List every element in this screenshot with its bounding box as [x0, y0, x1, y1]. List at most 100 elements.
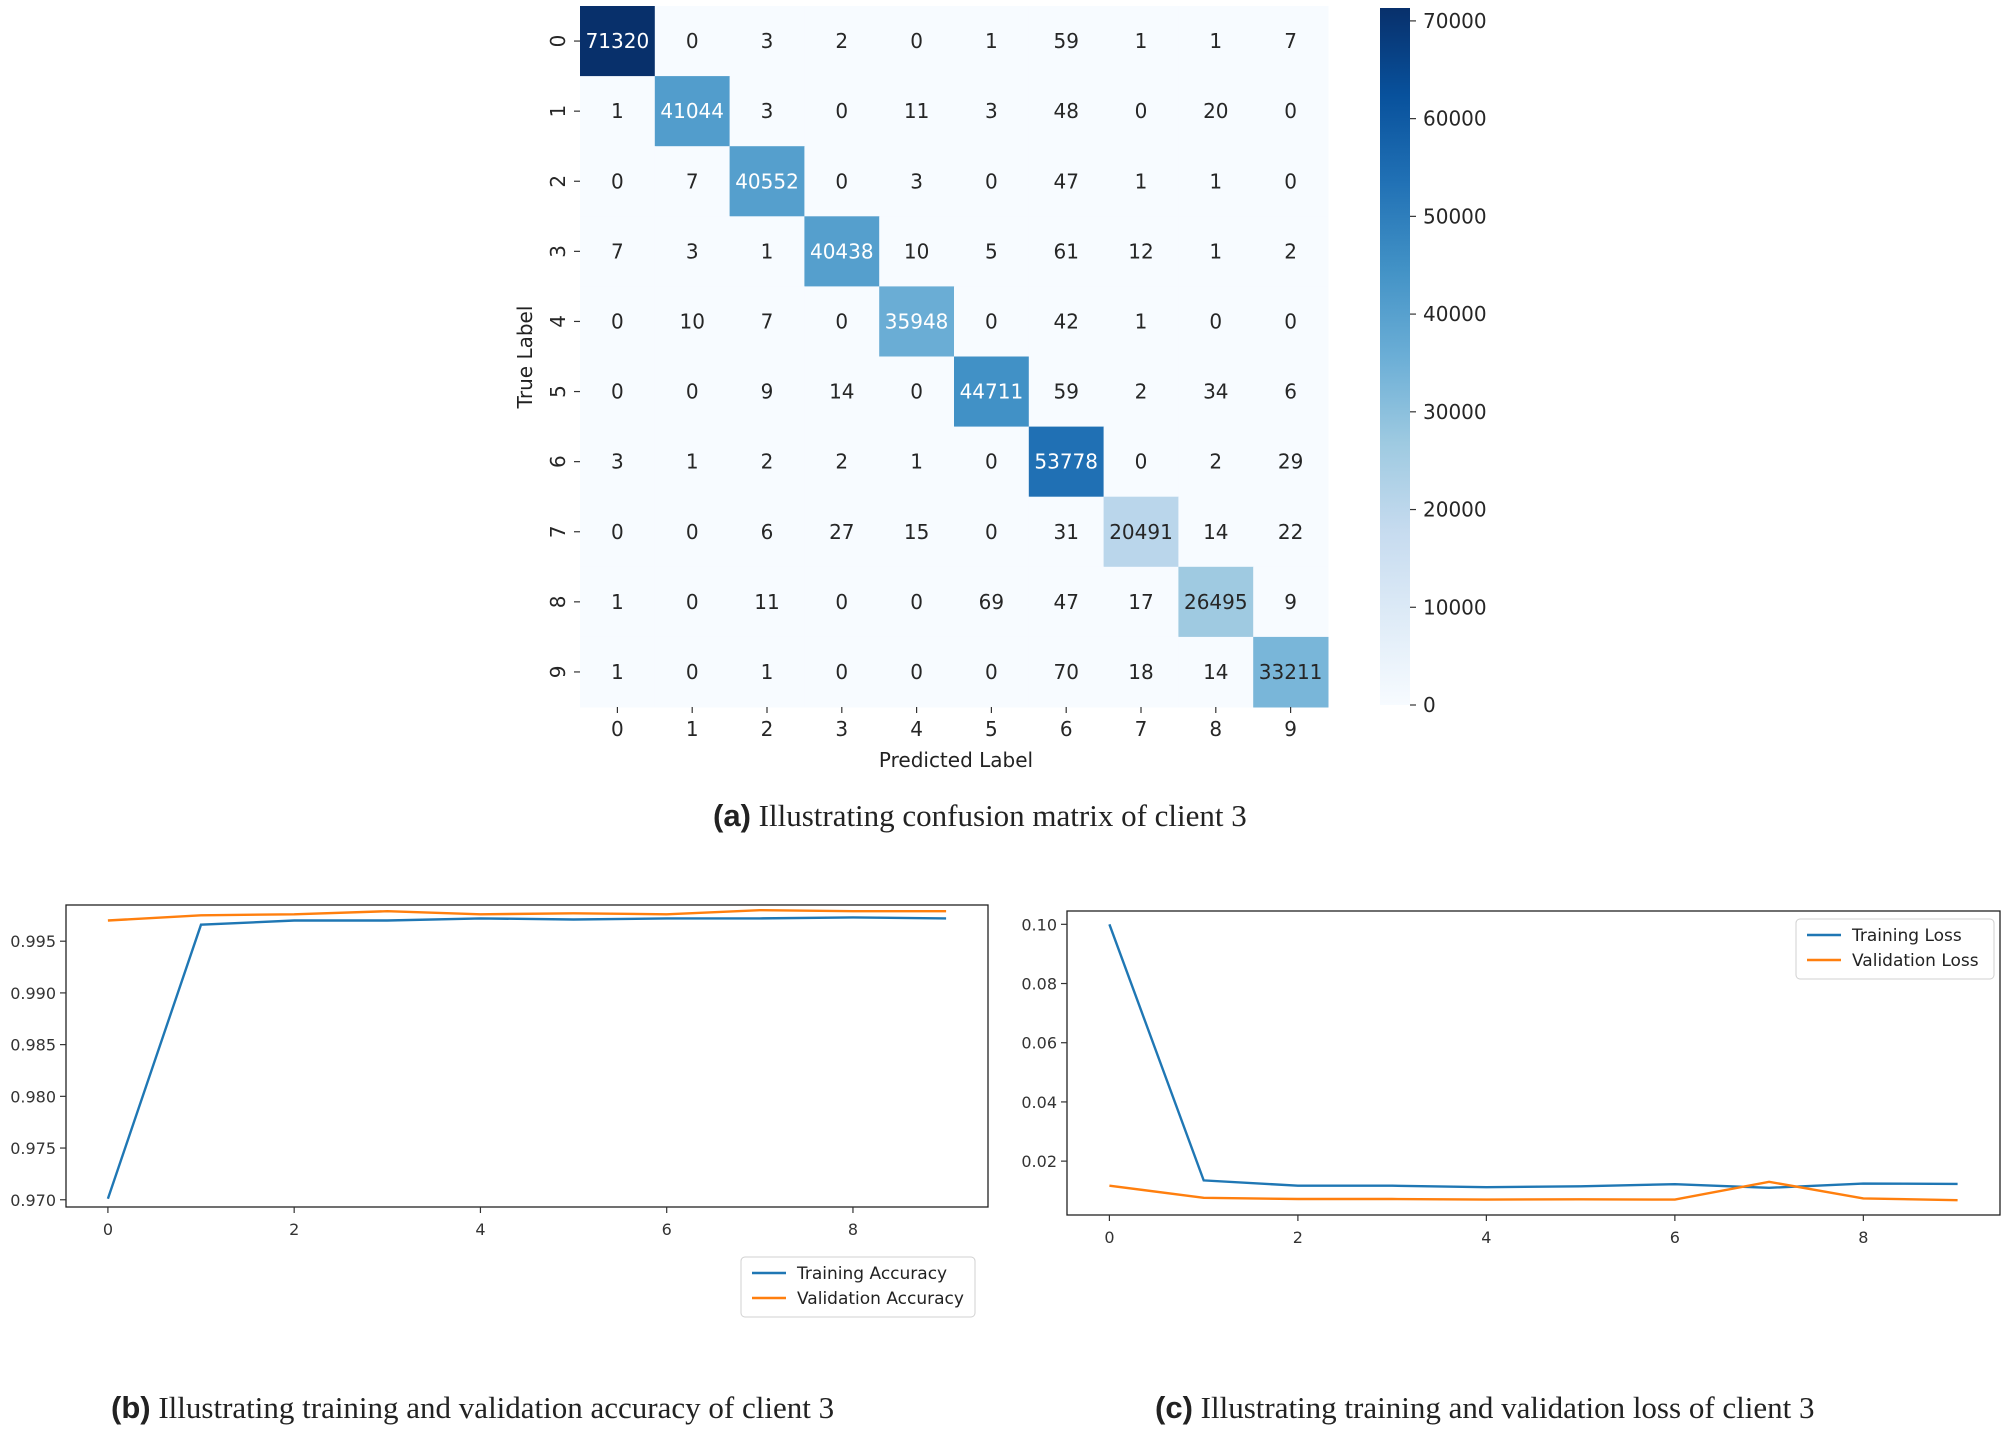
cm-cell-9-7: [1103, 636, 1179, 708]
cm-cell-6-6: [1028, 426, 1105, 498]
legend-validation-loss: Validation Loss: [1852, 951, 1979, 971]
cm-cell-label: 11: [904, 99, 929, 123]
cm-ytick: 3: [546, 245, 570, 258]
cm-cell-label: 0: [985, 660, 998, 684]
loss-series-training: [1108, 923, 1958, 1190]
cm-xtick: 7: [1135, 717, 1148, 741]
cm-cell-label: 20: [1203, 99, 1228, 123]
cm-cell-4-7: [1103, 286, 1179, 357]
loss-xtick: 4: [1481, 1228, 1491, 1247]
cm-cell-label: 0: [835, 309, 848, 333]
cm-cell-8-4: [879, 566, 955, 638]
cm-ylabel: True Label: [513, 306, 537, 410]
cm-cell-label: 1: [686, 450, 699, 474]
cm-ytick: 2: [546, 175, 570, 188]
cm-cell-label: 1: [1209, 169, 1222, 193]
loss-ytick: 0.02: [1021, 1152, 1057, 1171]
colorbar-tick: 70000: [1423, 9, 1487, 33]
cm-cell-1-4: [879, 76, 955, 147]
cm-cell-label: 1: [611, 590, 624, 614]
cm-cell-label: 2: [835, 450, 848, 474]
cm-cell-7-9: [1253, 496, 1329, 568]
cm-cell-1-8: [1178, 76, 1254, 147]
cm-ytick: 6: [546, 455, 570, 468]
cm-cell-7-4: [879, 496, 955, 568]
cm-cell-label: 1: [1135, 169, 1148, 193]
cm-cell-2-3: [804, 146, 880, 217]
cm-cell-5-9: [1253, 356, 1329, 428]
cm-cell-0-4: [879, 6, 955, 77]
cm-xlabel: Predicted Label: [879, 748, 1033, 772]
confusion-matrix-chart: 71320 0 3 2 0 1 59 1 1 71 41044 3 0 11 3 48 0 20 00 7 40552 0…: [513, 6, 1487, 772]
cm-xtick: 0: [611, 717, 624, 741]
cm-cell-label: 35948: [885, 309, 949, 333]
colorbar-tick: 30000: [1423, 400, 1487, 424]
cm-ytick: 4: [546, 315, 570, 328]
cm-cell-label: 9: [1284, 590, 1297, 614]
cm-cell-label: 14: [1203, 520, 1228, 544]
cm-cell-4-0: [580, 286, 656, 357]
cm-cell-label: 0: [1284, 309, 1297, 333]
cm-ytick: 8: [546, 595, 570, 608]
cm-cell-2-0: [580, 146, 656, 217]
cm-cell-label: 0: [985, 520, 998, 544]
cm-cell-9-1: [654, 636, 731, 708]
cm-cell-label: 1: [761, 239, 774, 263]
cm-cell-3-5: [954, 216, 1030, 287]
cm-cell-label: 41044: [660, 99, 724, 123]
cm-cell-label: 0: [1284, 99, 1297, 123]
cm-cell-2-1: [654, 146, 731, 217]
cm-cell-label: 15: [904, 520, 929, 544]
cm-cell-4-8: [1178, 286, 1254, 357]
colorbar-tick: 50000: [1423, 204, 1487, 228]
accuracy-ytick: 0.980: [10, 1087, 56, 1106]
cm-cell-label: 69: [979, 590, 1004, 614]
cm-cell-label: 2: [835, 29, 848, 53]
loss-ytick: 0.10: [1021, 915, 1057, 934]
cm-cell-label: 0: [611, 309, 624, 333]
cm-xtick: 4: [910, 717, 923, 741]
cm-cell-label: 3: [611, 450, 624, 474]
cm-cell-label: 0: [1135, 450, 1148, 474]
cm-cell-label: 7: [1284, 29, 1297, 53]
cm-cell-label: 14: [829, 380, 854, 404]
cm-cell-0-7: [1103, 6, 1179, 77]
cm-cell-0-2: [729, 6, 805, 77]
cm-cell-label: 2: [1284, 239, 1297, 263]
cm-cell-label: 3: [761, 29, 774, 53]
cm-cell-label: 70: [1053, 660, 1078, 684]
cm-cell-9-0: [580, 636, 656, 708]
cm-cell-7-5: [954, 496, 1030, 568]
cm-cell-label: 9: [761, 380, 774, 404]
accuracy-xtick: 8: [848, 1220, 858, 1239]
cm-cell-6-7: [1103, 426, 1179, 498]
cm-cell-label: 0: [686, 29, 699, 53]
cm-cell-label: 44711: [960, 380, 1024, 404]
accuracy-series-training: [106, 916, 947, 1200]
cm-cell-label: 0: [686, 590, 699, 614]
cm-ytick: 5: [546, 385, 570, 398]
cm-cell-label: 20491: [1109, 520, 1173, 544]
cm-cell-label: 0: [1209, 309, 1222, 333]
cm-cell-5-3: [804, 356, 880, 428]
loss-chart: 0 2 4 6 8 0.02 0.04 0.06 0.08 0.10 Training Loss …: [1021, 910, 2001, 1247]
cm-cell-label: 48: [1053, 99, 1078, 123]
cm-cell-label: 10: [679, 309, 704, 333]
cm-cell-label: 0: [910, 380, 923, 404]
cm-cell-5-2: [729, 356, 805, 428]
cm-cell-7-2: [729, 496, 805, 568]
legend: Training Loss Validation Loss: [1795, 918, 1995, 980]
cm-cell-label: 7: [686, 169, 699, 193]
cm-cell-4-2: [729, 286, 805, 357]
cm-cell-3-7: [1103, 216, 1179, 287]
cm-cell-1-5: [954, 76, 1030, 147]
cm-cell-6-9: [1253, 426, 1329, 498]
cm-cell-label: 18: [1128, 660, 1153, 684]
cm-cell-1-9: [1253, 76, 1329, 147]
cm-cell-label: 2: [1135, 380, 1148, 404]
cm-cell-label: 1: [611, 99, 624, 123]
colorbar-tick: 60000: [1423, 107, 1487, 131]
accuracy-ytick: 0.975: [10, 1139, 56, 1158]
loss-xtick: 8: [1858, 1228, 1868, 1247]
cm-cell-label: 7: [611, 239, 624, 263]
